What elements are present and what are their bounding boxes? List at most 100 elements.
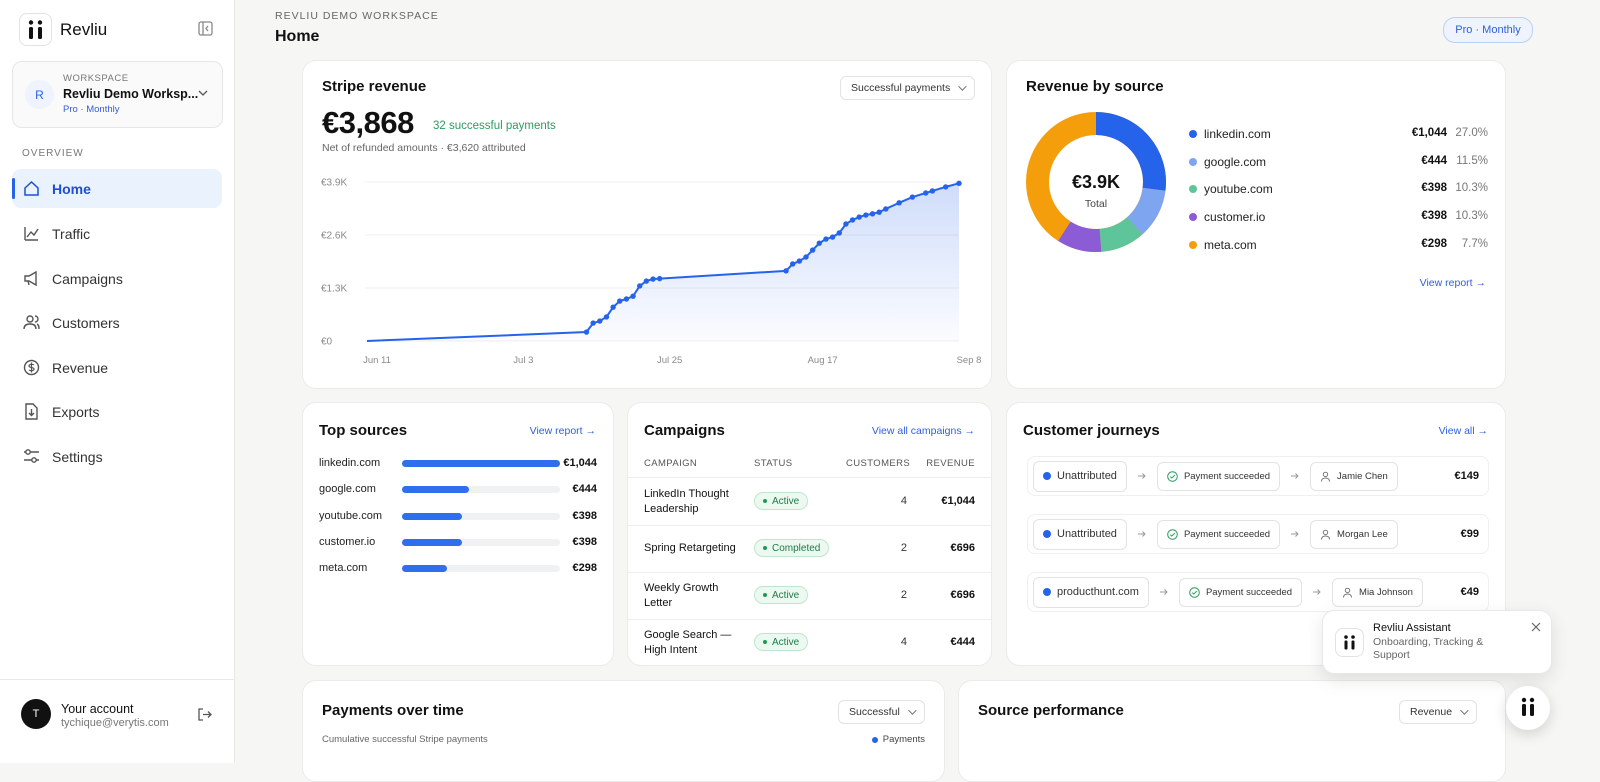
workspace-avatar: R [25,80,54,109]
source-label: producthunt.com [1057,586,1139,598]
journey-row: Unattributed Payment succeeded Morgan Lee €… [1027,514,1489,554]
campaign-revenue: €696 [950,542,975,554]
y-tick-label: €1.3K [321,284,347,295]
collapse-button[interactable] [198,21,214,37]
legend-amount: €398 [1421,182,1447,195]
point [796,258,803,264]
nav-item[interactable]: Settings [12,437,222,476]
donut-chart: €3.9K Total [1026,112,1166,252]
nav-label: Customers [52,314,120,331]
bar-label: youtube.com [319,509,382,522]
point [876,209,882,215]
column-header: REVENUE [926,458,975,469]
card-title: Source performance [978,702,1124,719]
campaign-name: Weekly Growth Letter [644,582,719,609]
legend-dot [1189,185,1197,194]
customer-chip[interactable]: Mia Johnson [1332,577,1423,607]
donut-segment [1035,204,1072,241]
source-chip[interactable]: producthunt.com [1033,576,1149,608]
point [823,236,829,242]
source-chip[interactable]: Unattributed [1033,518,1127,550]
point [816,240,823,246]
status-dot [763,640,767,644]
nav-label: Home [52,180,91,197]
payments-count: 32 successful payments [433,120,556,132]
point [856,214,862,220]
customer-chip[interactable]: Jamie Chen [1310,461,1398,491]
point [617,298,623,304]
event-chip: Payment succeeded [1178,577,1303,607]
nav-item[interactable]: Home [12,169,222,208]
filter-dropdown[interactable]: Successful payments [840,76,976,100]
view-all-link[interactable]: View all campaigns → [871,425,975,437]
status-pill: Active [754,633,809,651]
legend-label: youtube.com [1204,182,1273,197]
arrow-icon [1313,589,1321,595]
y-tick-label: €3.9K [321,178,347,189]
status-pill: Completed [754,539,830,557]
status-dot [763,499,767,503]
bar [402,460,560,467]
bar-label: linkedin.com [319,457,381,469]
person-icon [1343,587,1353,598]
x-tick-label: Jul 25 [657,355,682,366]
legend-dot [1189,240,1197,249]
donut-segment [1098,216,1143,252]
brand: Revliu [60,20,108,39]
nav-item[interactable]: Exports [12,392,222,431]
legend-percent: 11.5% [1456,154,1488,167]
person-icon [1321,529,1331,540]
x-tick-label: Jul 3 [513,355,533,366]
assistant-toast[interactable]: Revliu Assistant Onboarding, Tracking & … [1322,610,1552,674]
check [1169,532,1176,537]
source-chip[interactable]: Unattributed [1033,460,1127,492]
check [1191,590,1198,595]
nav-item[interactable]: Campaigns [12,259,222,298]
card-title: Stripe revenue [322,78,427,95]
revenue-total: €3,868 [322,105,414,140]
view-report-link[interactable]: View report → [1419,277,1486,289]
workspace-switcher[interactable]: R WORKSPACE Revliu Demo Worksp... Pro · … [12,61,223,128]
source-dot [1043,588,1051,596]
revenue-by-source-card: €3.9K Total Revenue by source linkedin.co… [1006,60,1506,389]
check-icon [1167,528,1178,540]
donut-center-value: €3.9K [1072,172,1120,192]
donut-center-label: Total [1085,198,1107,210]
bar-label: customer.io [319,535,376,548]
arrow-icon [1137,531,1146,537]
bar-track [402,565,560,573]
view-report-link[interactable]: View report → [529,425,596,437]
point [863,212,869,218]
legend-percent: 7.7% [1461,237,1488,250]
donut-segment [1058,221,1102,252]
close-button[interactable] [1531,622,1541,632]
section-label: OVERVIEW [22,148,84,159]
plan-badge[interactable]: Pro · Monthly [1443,17,1533,43]
customer-chip[interactable]: Morgan Lee [1310,519,1398,549]
customers-count: 2 [900,542,907,554]
logout-button[interactable] [197,707,212,722]
point [869,211,876,217]
status-label: Active [772,495,800,507]
legend-amount: €1,044 [1411,127,1447,139]
assistant-button[interactable] [1506,686,1550,730]
filter-dropdown[interactable]: Successful [838,700,925,724]
point [896,200,902,206]
divider [0,679,234,680]
divider [628,572,991,573]
legend-amount: €298 [1421,237,1447,250]
arrow [1137,531,1146,537]
nav-item[interactable]: Customers [12,303,222,342]
view-all-link[interactable]: View all → [1438,425,1488,437]
customer-label: Morgan Lee [1337,528,1388,540]
nav-label: Campaigns [52,270,123,287]
y-tick-label: €0 [321,337,333,348]
nav-item[interactable]: Traffic [12,214,222,253]
nav-item[interactable]: Revenue [12,348,222,387]
point [883,206,889,212]
filter-dropdown[interactable]: Revenue [1399,700,1478,724]
journey-amount: €99 [1460,528,1479,540]
x-tick-label: Aug 17 [808,355,838,366]
logo [19,13,52,46]
point [849,217,856,223]
